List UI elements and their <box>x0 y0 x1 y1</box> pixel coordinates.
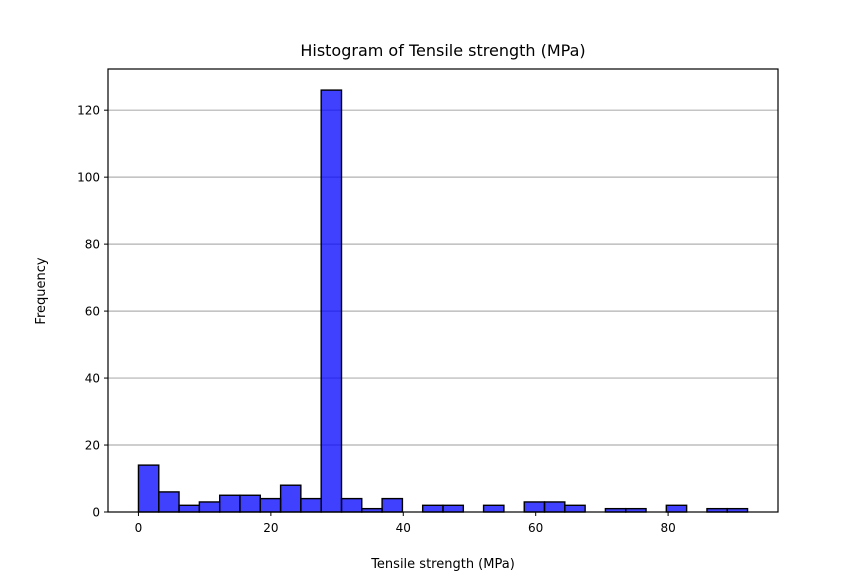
histogram-bar <box>523 501 546 513</box>
histogram-bar <box>665 504 688 513</box>
x-tick-label: 0 <box>135 521 143 535</box>
x-tick-label: 80 <box>660 521 675 535</box>
histogram-bar <box>259 497 282 513</box>
y-tick-label: 80 <box>85 238 100 252</box>
histogram-bar <box>218 494 241 513</box>
histogram-bar <box>381 497 404 513</box>
x-tick-label: 60 <box>528 521 543 535</box>
y-tick-label: 40 <box>85 372 100 386</box>
chart-title: Histogram of Tensile strength (MPa) <box>300 41 585 60</box>
histogram-bar <box>320 89 343 513</box>
histogram-bar <box>421 504 444 513</box>
grid-layer <box>108 109 778 446</box>
bars-layer <box>137 89 749 513</box>
y-axis-label: Frequency <box>34 257 49 324</box>
histogram-bar <box>158 491 180 513</box>
histogram-bar <box>137 464 160 513</box>
y-tick-label: 120 <box>77 104 100 118</box>
x-tick-label: 20 <box>263 521 278 535</box>
y-tick-label: 100 <box>77 171 100 185</box>
histogram-bar <box>279 484 302 513</box>
histogram-bar <box>482 504 505 513</box>
x-axis-ticks: 0 20 40 60 80 <box>135 512 676 535</box>
histogram-bar <box>340 497 363 513</box>
histogram-bar <box>178 504 201 513</box>
histogram-bar <box>543 501 566 513</box>
x-axis-label: Tensile strength (MPa) <box>370 557 515 572</box>
y-axis-ticks: 0 20 40 60 80 100 120 <box>77 104 108 520</box>
y-tick-label: 60 <box>85 305 100 319</box>
histogram-bar <box>564 504 586 513</box>
y-tick-label: 0 <box>92 506 100 520</box>
histogram-bar <box>239 494 261 513</box>
x-tick-label: 40 <box>396 521 411 535</box>
histogram-bar <box>198 501 221 513</box>
histogram-bar <box>300 497 322 513</box>
plot-frame <box>107 68 779 513</box>
histogram-bar <box>442 504 465 513</box>
y-tick-label: 20 <box>85 439 100 453</box>
